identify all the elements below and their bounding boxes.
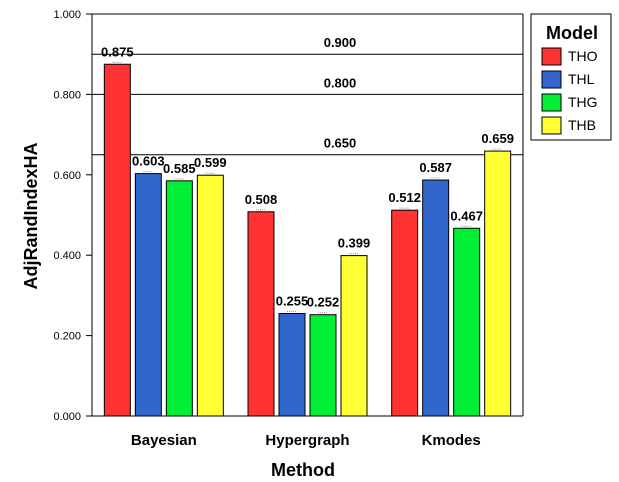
bar xyxy=(422,179,450,417)
data-label: 0.467 xyxy=(450,208,483,223)
y-axis-title: AdjRandIndexHA xyxy=(21,142,41,289)
data-label: 0.585 xyxy=(163,161,196,176)
bar xyxy=(247,211,275,417)
bar xyxy=(165,180,193,417)
y-tick-label: 0.400 xyxy=(53,250,81,262)
bar xyxy=(278,312,306,417)
x-tick-label: Hypergraph xyxy=(265,432,349,449)
bar xyxy=(196,174,224,417)
x-tick-label: Kmodes xyxy=(422,432,481,449)
y-tick-label: 1.000 xyxy=(53,9,81,21)
legend-title: Model xyxy=(546,23,598,43)
data-label: 0.255 xyxy=(276,293,309,308)
y-tick-label: 0.600 xyxy=(53,170,81,182)
data-label: 0.875 xyxy=(101,44,134,59)
bar xyxy=(484,150,512,417)
data-label: 0.659 xyxy=(481,131,514,146)
y-tick-label: 0.200 xyxy=(53,331,81,343)
legend-swatch xyxy=(541,116,562,135)
bar xyxy=(453,227,481,417)
y-tick-label: 0.000 xyxy=(53,411,81,423)
data-label: 0.599 xyxy=(194,155,227,170)
bar xyxy=(340,255,368,417)
legend-label: THB xyxy=(568,117,596,133)
bar xyxy=(391,209,419,417)
axes: Bayesian Hypergraph Kmodes 0.000 0.200 0.400 0… xyxy=(53,9,524,449)
y-tick-label: 0.800 xyxy=(53,89,81,101)
data-label: 0.252 xyxy=(307,295,340,310)
reference-line-label: 0.650 xyxy=(324,136,357,151)
data-label: 0.512 xyxy=(388,190,421,205)
legend-label: THL xyxy=(568,71,595,87)
legend-swatch xyxy=(541,70,562,89)
reference-lines: 0.900 0.800 0.650 xyxy=(92,35,523,156)
x-tick-label: Bayesian xyxy=(131,432,197,449)
x-axis-title: Method xyxy=(271,460,335,480)
data-label: 0.587 xyxy=(419,160,452,175)
data-label: 0.603 xyxy=(132,154,165,169)
legend-label: THO xyxy=(568,48,598,64)
legend-label: THG xyxy=(568,94,598,110)
legend-swatch xyxy=(541,93,562,112)
legend-swatch xyxy=(541,47,562,66)
data-label: 0.508 xyxy=(245,192,278,207)
reference-line-label: 0.800 xyxy=(324,75,357,90)
bar xyxy=(103,63,131,417)
legend: Model THO THL THG THB xyxy=(530,13,612,141)
bar xyxy=(134,173,162,417)
reference-line-label: 0.900 xyxy=(324,35,357,50)
bar xyxy=(309,314,337,417)
data-label: 0.399 xyxy=(338,236,371,251)
